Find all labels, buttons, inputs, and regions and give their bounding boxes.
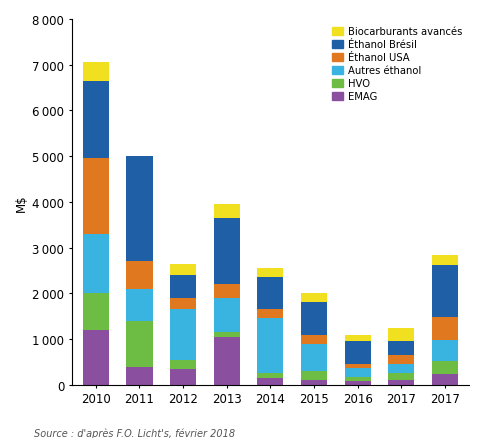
Bar <box>301 371 327 380</box>
Bar <box>345 381 371 385</box>
Bar <box>345 378 371 381</box>
Bar <box>388 328 414 342</box>
Bar <box>213 337 240 385</box>
Bar <box>126 367 152 385</box>
Bar <box>126 262 152 289</box>
Bar <box>213 219 240 285</box>
Bar <box>213 298 240 332</box>
Bar <box>83 64 109 81</box>
Text: Source : d'après F.O. Licht's, février 2018: Source : d'après F.O. Licht's, février 2… <box>34 427 235 438</box>
Bar <box>126 157 152 262</box>
Bar <box>257 319 284 374</box>
Bar <box>432 265 458 318</box>
Bar <box>301 303 327 335</box>
Bar <box>301 344 327 371</box>
Bar <box>170 369 196 385</box>
Bar <box>301 380 327 385</box>
Bar <box>257 310 284 319</box>
Bar <box>83 330 109 385</box>
Bar <box>257 374 284 378</box>
Bar <box>170 264 196 276</box>
Bar <box>301 335 327 344</box>
Bar <box>170 276 196 298</box>
Bar <box>126 321 152 367</box>
Bar <box>126 289 152 321</box>
Bar <box>170 360 196 369</box>
Bar <box>83 234 109 294</box>
Bar <box>432 340 458 361</box>
Bar <box>83 159 109 234</box>
Bar <box>388 380 414 385</box>
Bar <box>83 81 109 159</box>
Bar <box>345 341 371 364</box>
Bar <box>170 310 196 360</box>
Bar <box>388 355 414 364</box>
Bar <box>213 285 240 298</box>
Bar <box>257 378 284 385</box>
Bar <box>345 368 371 378</box>
Bar <box>388 374 414 380</box>
Bar <box>388 342 414 355</box>
Bar <box>170 298 196 310</box>
Bar <box>213 205 240 219</box>
Bar <box>83 294 109 330</box>
Bar <box>388 364 414 374</box>
Bar <box>213 332 240 337</box>
Y-axis label: M$: M$ <box>15 194 28 211</box>
Bar <box>301 294 327 303</box>
Bar <box>345 336 371 341</box>
Bar <box>432 361 458 374</box>
Bar <box>432 318 458 340</box>
Legend: Biocarburants avancés, Éthanol Brésil, Éthanol USA, Autres éthanol, HVO, EMAG: Biocarburants avancés, Éthanol Brésil, É… <box>330 25 464 104</box>
Bar <box>432 374 458 385</box>
Bar <box>257 268 284 278</box>
Bar <box>345 364 371 368</box>
Bar <box>257 278 284 310</box>
Bar <box>432 256 458 265</box>
